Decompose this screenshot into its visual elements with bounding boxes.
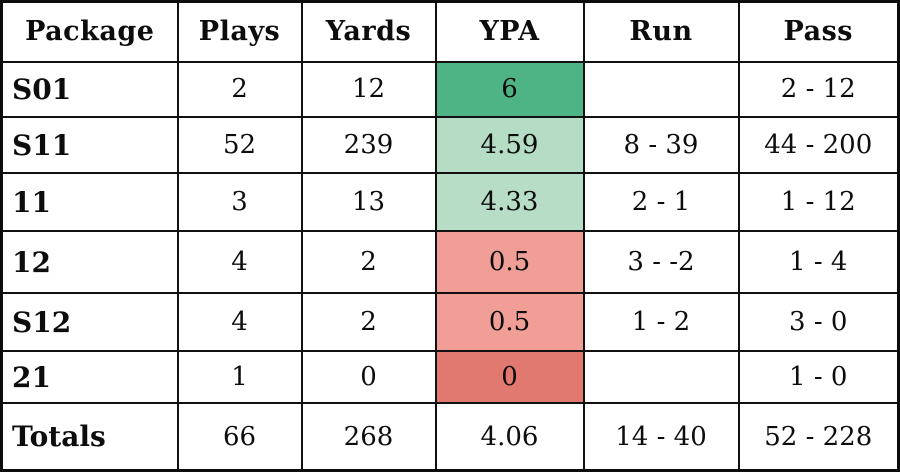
cell-ypa-heatmap: 4.59 <box>434 116 585 175</box>
cell-plays: 3 <box>176 172 303 233</box>
cell-run: 8 - 39 <box>582 116 740 175</box>
header-cell-plays: Plays <box>176 0 303 63</box>
table-body: S01 2 12 6 2 - 12 S11 52 239 4.59 8 - 39… <box>0 60 900 472</box>
cell-plays: 4 <box>176 230 303 295</box>
table-row-12: 12 4 2 0.5 3 - -2 1 - 4 <box>0 230 900 295</box>
cell-ypa-heatmap: 0 <box>434 350 585 405</box>
cell-plays: 4 <box>176 292 303 353</box>
cell-pass: 1 - 4 <box>737 230 900 295</box>
cell-pass: 2 - 12 <box>737 60 900 119</box>
cell-plays: 1 <box>176 350 303 405</box>
cell-yards: 0 <box>300 350 437 405</box>
cell-pass: 44 - 200 <box>737 116 900 175</box>
cell-ypa-heatmap: 4.06 <box>434 402 585 472</box>
cell-package: 21 <box>0 350 179 405</box>
cell-run: 14 - 40 <box>582 402 740 472</box>
cell-package: 11 <box>0 172 179 233</box>
cell-ypa-heatmap: 0.5 <box>434 292 585 353</box>
cell-yards: 12 <box>300 60 437 119</box>
header-cell-yards: Yards <box>300 0 437 63</box>
table-row-21: 21 1 0 0 1 - 0 <box>0 350 900 405</box>
cell-ypa-heatmap: 4.33 <box>434 172 585 233</box>
cell-plays: 66 <box>176 402 303 472</box>
table-row-totals: Totals 66 268 4.06 14 - 40 52 - 228 <box>0 402 900 472</box>
cell-ypa-heatmap: 6 <box>434 60 585 119</box>
table-row-s11: S11 52 239 4.59 8 - 39 44 - 200 <box>0 116 900 175</box>
cell-package: 12 <box>0 230 179 295</box>
cell-run <box>582 60 740 119</box>
table-row-11: 11 3 13 4.33 2 - 1 1 - 12 <box>0 172 900 233</box>
header-cell-run: Run <box>582 0 740 63</box>
header-row: Package Plays Yards YPA Run Pass <box>0 0 900 63</box>
cell-yards: 2 <box>300 292 437 353</box>
table-row-s01: S01 2 12 6 2 - 12 <box>0 60 900 119</box>
cell-yards: 2 <box>300 230 437 295</box>
cell-yards: 13 <box>300 172 437 233</box>
table-header: Package Plays Yards YPA Run Pass <box>0 0 900 63</box>
cell-yards: 268 <box>300 402 437 472</box>
header-cell-pass: Pass <box>737 0 900 63</box>
header-cell-package: Package <box>0 0 179 63</box>
cell-pass: 1 - 12 <box>737 172 900 233</box>
cell-run: 1 - 2 <box>582 292 740 353</box>
cell-ypa-heatmap: 0.5 <box>434 230 585 295</box>
header-cell-ypa: YPA <box>434 0 585 63</box>
cell-run <box>582 350 740 405</box>
table-row-s12: S12 4 2 0.5 1 - 2 3 - 0 <box>0 292 900 353</box>
cell-package-totals: Totals <box>0 402 179 472</box>
cell-package: S01 <box>0 60 179 119</box>
cell-run: 2 - 1 <box>582 172 740 233</box>
cell-pass: 3 - 0 <box>737 292 900 353</box>
cell-plays: 52 <box>176 116 303 175</box>
cell-run: 3 - -2 <box>582 230 740 295</box>
cell-yards: 239 <box>300 116 437 175</box>
cell-package: S11 <box>0 116 179 175</box>
cell-pass: 52 - 228 <box>737 402 900 472</box>
cell-plays: 2 <box>176 60 303 119</box>
cell-package: S12 <box>0 292 179 353</box>
cell-pass: 1 - 0 <box>737 350 900 405</box>
